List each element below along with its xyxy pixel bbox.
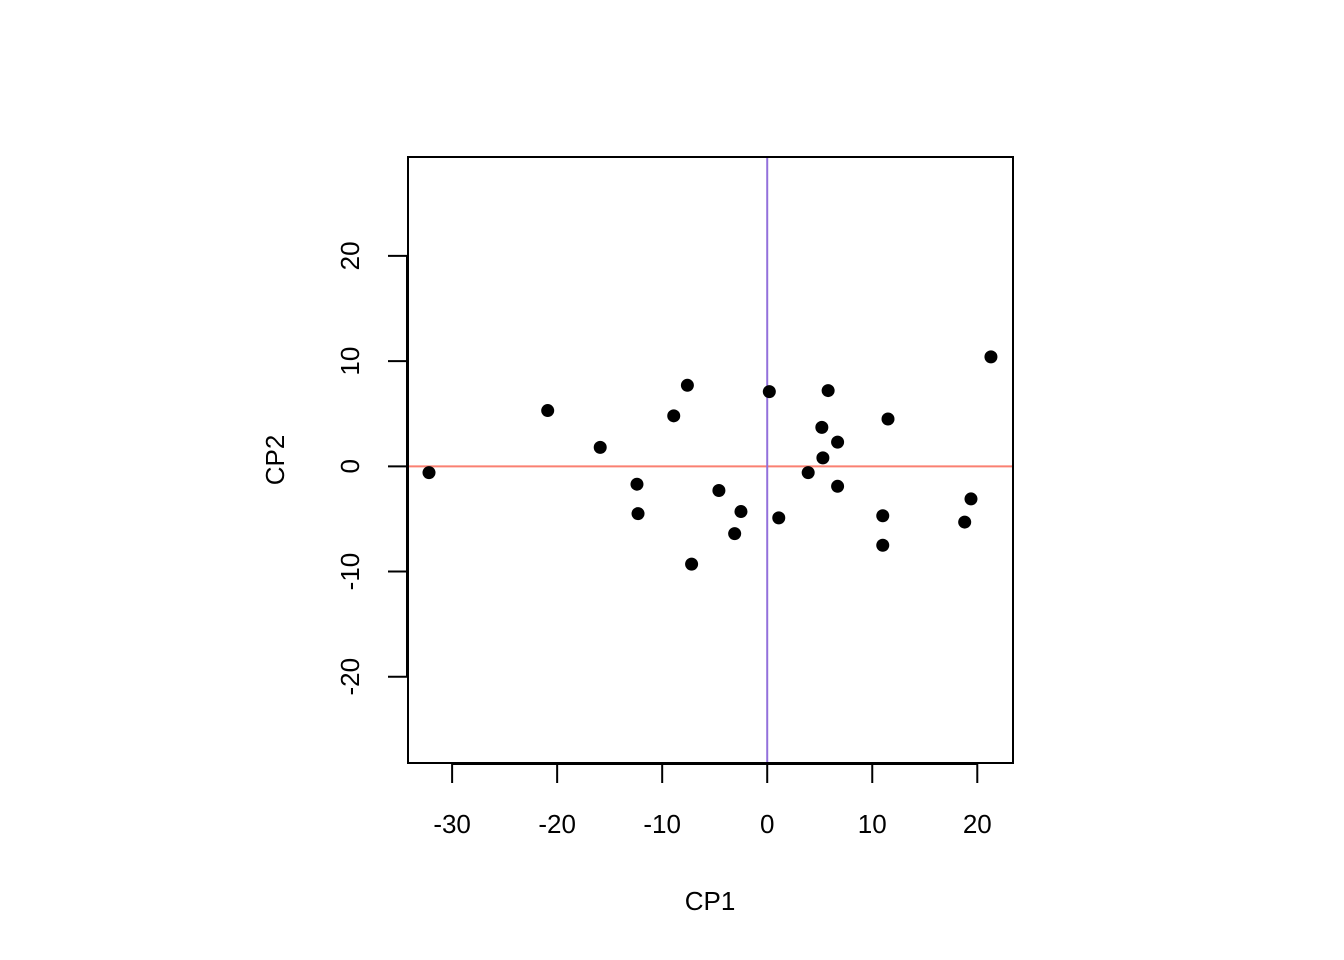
- data-point-22: [881, 412, 895, 426]
- data-point-3: [593, 440, 607, 454]
- x-axis: -30 -20 -10 0 10 20: [433, 763, 992, 839]
- y-tick-label-4: 20: [335, 241, 365, 270]
- x-tick-label-1: -20: [538, 809, 576, 839]
- data-point-7: [680, 378, 694, 392]
- data-point-11: [734, 505, 748, 519]
- data-point-4: [630, 477, 644, 491]
- data-point-13: [772, 511, 786, 525]
- data-point-20: [876, 509, 890, 523]
- data-points: [422, 350, 998, 571]
- data-point-21: [876, 538, 890, 552]
- y-tick-label-1: -10: [335, 553, 365, 591]
- data-point-9: [712, 484, 726, 498]
- data-point-10: [728, 527, 742, 541]
- x-axis-title: CP1: [685, 886, 736, 916]
- data-point-6: [667, 409, 681, 423]
- y-tick-label-0: -20: [335, 658, 365, 696]
- data-point-16: [816, 451, 830, 465]
- y-tick-label-3: 10: [335, 347, 365, 376]
- x-tick-label-4: 10: [858, 809, 887, 839]
- data-point-5: [631, 507, 645, 521]
- data-point-15: [815, 420, 829, 434]
- x-tick-label-3: 0: [760, 809, 774, 839]
- data-point-12: [762, 385, 776, 399]
- data-point-8: [685, 557, 699, 571]
- data-point-24: [964, 492, 978, 506]
- data-point-14: [801, 466, 815, 480]
- y-axis-title: CP2: [260, 435, 290, 486]
- y-tick-label-2: 0: [335, 459, 365, 473]
- data-point-18: [831, 435, 845, 449]
- x-tick-label-0: -30: [433, 809, 471, 839]
- x-tick-label-5: 20: [963, 809, 992, 839]
- data-point-25: [984, 350, 998, 364]
- data-point-2: [541, 404, 555, 418]
- data-point-17: [821, 384, 835, 398]
- data-point-19: [831, 479, 845, 493]
- y-axis: -20 -10 0 10 20: [335, 241, 408, 696]
- x-tick-label-2: -10: [643, 809, 681, 839]
- data-point-23: [958, 515, 972, 529]
- reference-lines: [408, 157, 1013, 763]
- data-point-1: [422, 466, 436, 480]
